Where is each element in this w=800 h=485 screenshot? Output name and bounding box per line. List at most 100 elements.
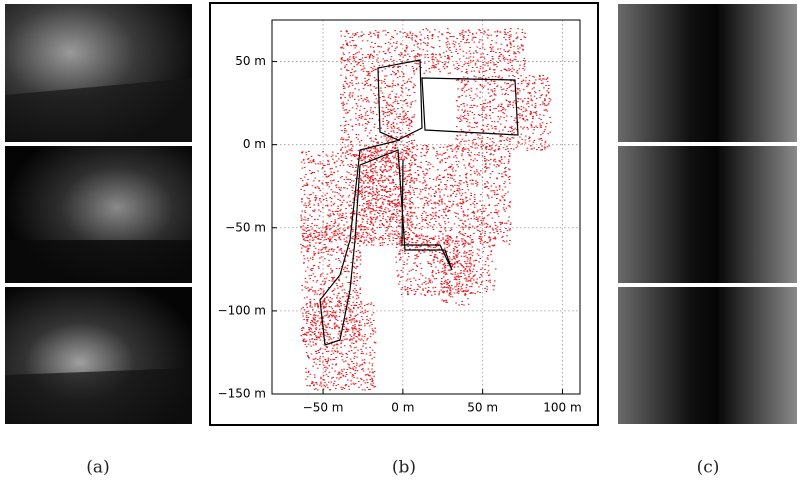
point: [349, 201, 351, 202]
point: [483, 218, 485, 219]
point: [343, 102, 345, 103]
point: [422, 171, 424, 172]
point: [356, 83, 358, 84]
point: [316, 353, 318, 354]
point: [331, 315, 333, 316]
point: [391, 151, 393, 152]
point: [367, 151, 369, 152]
point: [410, 107, 412, 108]
point: [486, 70, 488, 71]
point: [377, 195, 379, 196]
point: [501, 173, 503, 174]
point: [410, 104, 412, 105]
point: [361, 152, 363, 153]
point: [387, 122, 389, 123]
point: [400, 66, 402, 67]
point: [371, 200, 373, 201]
point: [368, 122, 370, 123]
point: [382, 239, 384, 240]
point: [517, 28, 519, 29]
point: [373, 383, 375, 384]
point: [521, 45, 523, 46]
point: [404, 173, 406, 174]
point: [447, 235, 449, 236]
point: [355, 33, 357, 34]
point: [368, 101, 370, 102]
point: [358, 134, 360, 135]
point: [349, 311, 351, 312]
point: [329, 315, 331, 316]
point: [492, 171, 494, 172]
point: [349, 368, 351, 369]
point: [355, 113, 357, 114]
point: [339, 236, 341, 237]
point: [506, 146, 508, 147]
point: [338, 372, 340, 373]
point: [344, 239, 346, 240]
point: [447, 180, 449, 181]
point: [359, 245, 361, 246]
point: [311, 287, 313, 288]
point: [362, 40, 364, 41]
point: [373, 225, 375, 226]
point: [363, 176, 365, 177]
point: [324, 278, 326, 279]
point: [356, 280, 358, 281]
point: [389, 224, 391, 225]
point: [428, 162, 430, 163]
point: [491, 51, 493, 52]
point: [340, 98, 342, 99]
point: [384, 100, 386, 101]
point: [375, 139, 377, 140]
point: [489, 115, 491, 116]
point: [479, 115, 481, 116]
point: [463, 224, 465, 225]
point: [310, 226, 312, 227]
point: [367, 183, 369, 184]
point: [340, 239, 342, 240]
point: [367, 223, 369, 224]
point: [450, 178, 452, 179]
point: [320, 322, 322, 323]
point: [484, 183, 486, 184]
point: [445, 209, 447, 210]
point: [360, 306, 362, 307]
point: [305, 278, 307, 279]
point: [302, 180, 304, 181]
point: [448, 167, 450, 168]
point: [317, 280, 319, 281]
point: [485, 170, 487, 171]
point: [375, 332, 377, 333]
point: [445, 230, 447, 231]
point: [508, 101, 510, 102]
point: [355, 167, 357, 168]
point: [319, 318, 321, 319]
point: [507, 63, 509, 64]
point: [362, 209, 364, 210]
point: [320, 377, 322, 378]
point: [540, 119, 542, 120]
point: [344, 179, 346, 180]
point: [307, 356, 309, 357]
point: [411, 38, 413, 39]
point: [495, 209, 497, 210]
point: [519, 117, 521, 118]
point: [374, 124, 376, 125]
point: [513, 51, 515, 52]
point: [351, 384, 353, 385]
point: [324, 244, 326, 245]
point: [354, 333, 356, 334]
point: [427, 43, 429, 44]
point: [480, 66, 482, 67]
point: [305, 205, 307, 206]
point: [396, 164, 398, 165]
point: [348, 154, 350, 155]
point: [401, 119, 403, 120]
point: [447, 32, 449, 33]
point: [494, 31, 496, 32]
point: [356, 165, 358, 166]
point: [345, 335, 347, 336]
point: [421, 55, 423, 56]
point: [377, 35, 379, 36]
point: [409, 234, 411, 235]
